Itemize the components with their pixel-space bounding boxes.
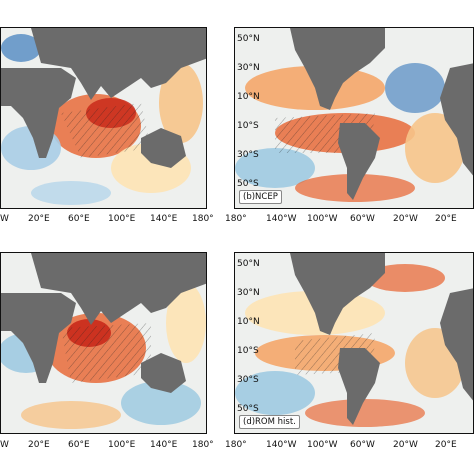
lat-tick: 30°N — [237, 63, 260, 73]
eurasia-land — [31, 253, 206, 325]
lon-tick: 20°E — [435, 214, 457, 224]
australia-land — [141, 353, 186, 393]
map-panel-c — [0, 252, 207, 434]
north-america-land — [290, 253, 385, 335]
lon-tick: 140°E — [150, 440, 178, 450]
lon-tick: 180° — [192, 214, 214, 224]
lon-tick: 20°E — [28, 440, 50, 450]
africa-europe-land — [440, 63, 473, 176]
lat-tick: 10°S — [237, 346, 259, 356]
lon-tick: 100°E — [108, 440, 136, 450]
warm-anomaly — [405, 113, 465, 183]
lon-tick: 100°W — [307, 214, 338, 224]
lat-tick: 30°S — [237, 375, 259, 385]
warm-anomaly — [21, 401, 121, 429]
lon-tick: 20°E — [28, 214, 50, 224]
lon-tick: 100°W — [307, 440, 338, 450]
panel-label: (b)NCEP — [239, 190, 282, 204]
significance-hatching — [61, 323, 151, 383]
cool-anomaly — [235, 148, 315, 188]
north-america-land — [290, 28, 385, 110]
lon-tick: 180° — [225, 440, 247, 450]
map-panel-d: 50°N 30°N 10°N 10°S 30°S 50°S (d)ROM his… — [234, 252, 474, 434]
map-panel-b: 50°N 30°N 10°N 10°S 30°S 50°S (b)NCEP — [234, 27, 474, 209]
sst-map-d — [235, 253, 473, 433]
warm-anomaly — [305, 399, 425, 427]
warm-anomaly — [166, 283, 206, 363]
warm-anomaly — [159, 63, 203, 143]
panel-label: (d)ROM hist. — [239, 415, 300, 429]
lat-tick: 30°N — [237, 288, 260, 298]
sst-map-b — [235, 28, 473, 208]
map-panel-a — [0, 27, 207, 209]
africa-land — [1, 68, 76, 158]
south-america-land — [338, 123, 380, 200]
lon-tick: 20°W — [393, 214, 418, 224]
lon-tick: 60°E — [68, 214, 90, 224]
south-america-land — [338, 348, 380, 425]
cool-anomaly — [385, 63, 445, 113]
lat-tick: 10°S — [237, 121, 259, 131]
lat-tick: 50°N — [237, 259, 260, 269]
lon-tick: 180° — [192, 440, 214, 450]
cool-anomaly — [235, 371, 315, 415]
lon-tick: 100°E — [108, 214, 136, 224]
lat-tick: 30°S — [237, 150, 259, 160]
lon-tick: 60°E — [68, 440, 90, 450]
cool-anomaly — [31, 181, 111, 205]
lon-tick: 180° — [225, 214, 247, 224]
lon-tick: 60°W — [350, 214, 375, 224]
lon-tick: 20°E — [435, 440, 457, 450]
lat-tick: 50°S — [237, 404, 259, 414]
australia-land — [141, 128, 186, 168]
lon-tick: W — [0, 440, 9, 450]
lon-tick: 60°W — [350, 440, 375, 450]
africa-europe-land — [440, 288, 473, 401]
lon-tick: 140°W — [266, 214, 297, 224]
significance-hatching — [61, 103, 151, 158]
lat-tick: 50°N — [237, 34, 260, 44]
lon-tick: W — [0, 214, 9, 224]
lat-tick: 10°N — [237, 317, 260, 327]
lon-tick: 140°E — [150, 214, 178, 224]
lat-tick: 10°N — [237, 92, 260, 102]
eurasia-land — [31, 28, 206, 100]
africa-land — [1, 293, 76, 383]
sst-map-c — [1, 253, 206, 433]
cool-anomaly — [1, 34, 41, 62]
lon-tick: 20°W — [393, 440, 418, 450]
lon-tick: 140°W — [266, 440, 297, 450]
sst-map-a — [1, 28, 206, 208]
lat-tick: 50°S — [237, 179, 259, 189]
cool-anomaly — [121, 381, 201, 425]
